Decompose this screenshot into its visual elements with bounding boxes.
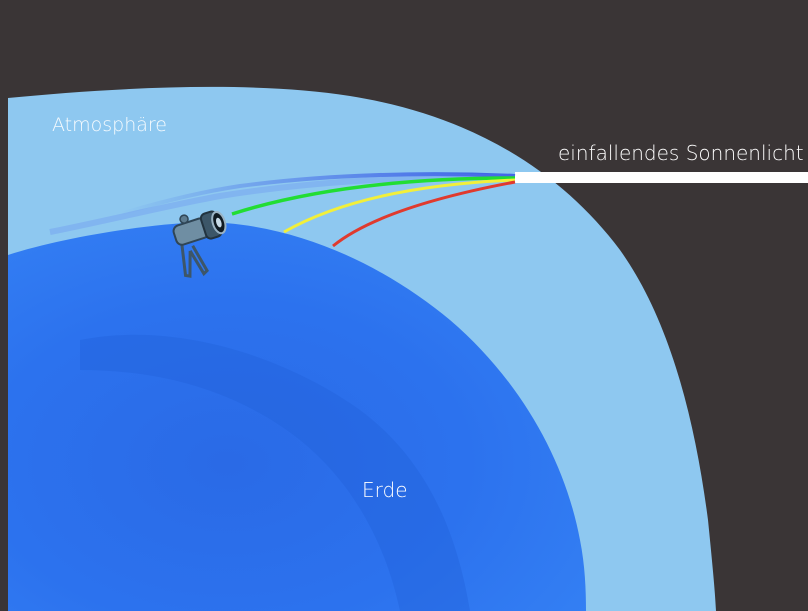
ray-green: [231, 176, 516, 216]
telescope-icon: [172, 210, 227, 278]
earth-label: Erde: [362, 478, 408, 502]
ray-blue-haze: [49, 173, 516, 235]
ray-yellow: [283, 178, 516, 234]
earth-shading: [80, 334, 470, 611]
sunlight-label: einfallendes Sonnenlicht: [558, 141, 804, 165]
ray-blue: [119, 172, 516, 216]
sunlight-beam: [515, 172, 808, 183]
earth-body: [8, 222, 586, 611]
ray-red: [332, 180, 516, 248]
atmosphere-label: Atmosphäre: [52, 114, 167, 136]
